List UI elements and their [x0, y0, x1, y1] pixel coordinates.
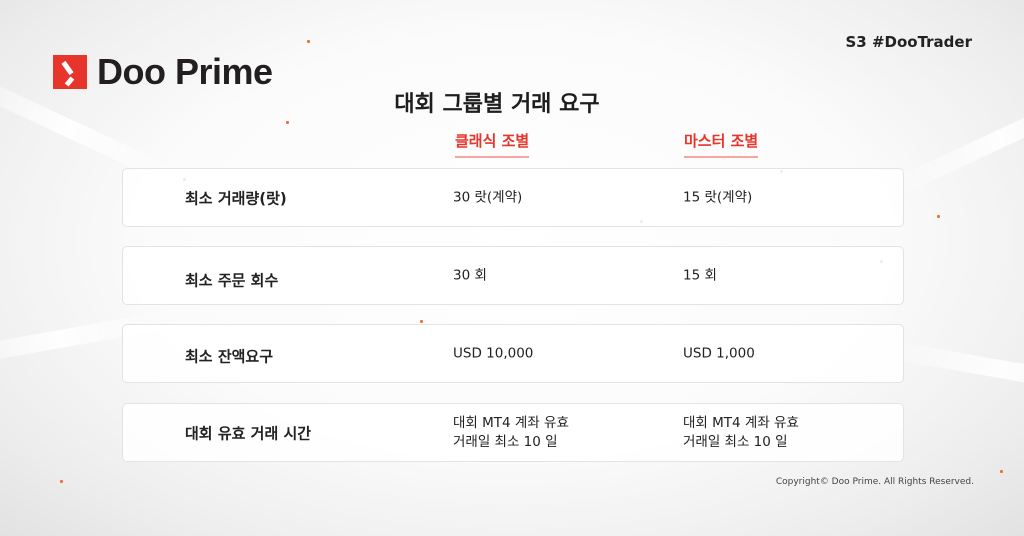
master-value: 대회 MT4 계좌 유효 거래일 최소 10 일 — [683, 414, 799, 450]
confetti — [286, 121, 289, 124]
row-label: 최소 거래량(랏) — [185, 189, 287, 207]
classic-value: USD 10,000 — [453, 345, 534, 361]
classic-value: 대회 MT4 계좌 유효 거래일 최소 10 일 — [453, 414, 569, 450]
copyright: Copyright© Doo Prime. All Rights Reserve… — [775, 477, 974, 487]
table-row: 대회 유효 거래 시간 대회 MT4 계좌 유효 거래일 최소 10 일 대회 … — [122, 403, 904, 462]
master-value: 15 랏(계약) — [683, 189, 753, 205]
logo-text: Doo Prime — [97, 51, 273, 92]
column-header-master: 마스터 조별 — [684, 130, 759, 158]
classic-value: 30 회 — [453, 267, 487, 283]
page-title: 대회 그룹별 거래 요구 — [394, 92, 600, 117]
row-label: 최소 주문 회수 — [185, 271, 279, 289]
row-label: 대회 유효 거래 시간 — [185, 424, 312, 442]
confetti — [937, 215, 940, 218]
hashtag: S3 #DooTrader — [845, 33, 972, 51]
table-row: 최소 거래량(랏) 30 랏(계약) 15 랏(계약) — [122, 168, 904, 227]
logo-mark-icon — [53, 55, 87, 89]
confetti — [60, 480, 63, 483]
classic-value: 30 랏(계약) — [453, 189, 523, 205]
table-row: 최소 주문 회수 30 회 15 회 — [122, 246, 904, 305]
column-header-classic: 클래식 조별 — [455, 130, 530, 158]
confetti — [420, 320, 423, 323]
doo-prime-logo: Doo Prime — [53, 51, 273, 93]
master-value: USD 1,000 — [683, 345, 755, 361]
confetti — [1000, 470, 1003, 473]
table-row: 최소 잔액요구 USD 10,000 USD 1,000 — [122, 324, 904, 383]
master-value: 15 회 — [683, 267, 717, 283]
row-label: 최소 잔액요구 — [185, 347, 274, 365]
confetti — [307, 40, 310, 43]
